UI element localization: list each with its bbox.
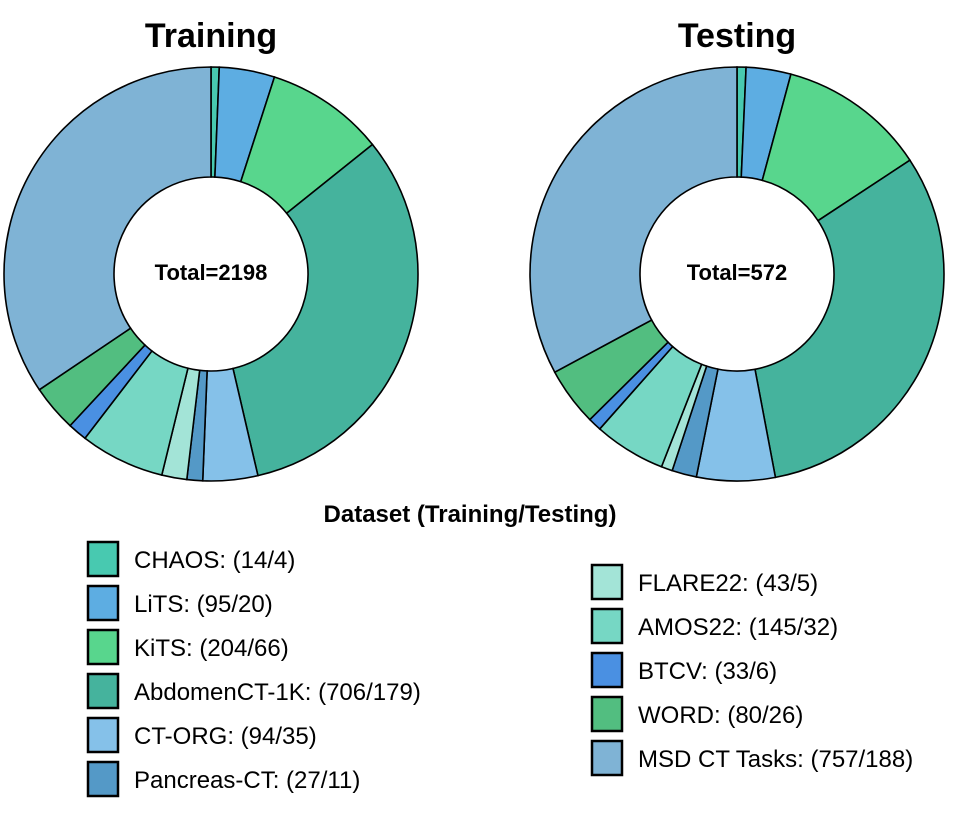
legend-label-ct-org: CT-ORG: (94/35) xyxy=(134,723,317,750)
legend-label-flare22: FLARE22: (43/5) xyxy=(638,570,818,597)
legend-label-lits: LiTS: (95/20) xyxy=(134,591,273,618)
legend-label-kits: KiTS: (204/66) xyxy=(134,635,289,662)
legend-label-msd-ct-tasks: MSD CT Tasks: (757/188) xyxy=(638,746,913,773)
legend-label-abdomenct-1k: AbdomenCT-1K: (706/179) xyxy=(134,679,421,706)
training-chart-title: Training xyxy=(145,17,277,55)
legend-swatch-msd-ct-tasks xyxy=(590,739,624,777)
testing-total-label: Total=572 xyxy=(687,260,787,285)
legend-swatch-kits xyxy=(86,628,120,666)
legend-label-chaos: CHAOS: (14/4) xyxy=(134,547,295,574)
legend-label-pancreas-ct: Pancreas-CT: (27/11) xyxy=(134,767,360,794)
legend-label-btcv: BTCV: (33/6) xyxy=(638,658,777,685)
training-slice-msd-ct-tasks xyxy=(3,66,212,391)
legend-swatch-flare22 xyxy=(590,563,624,601)
legend-swatch-lits xyxy=(86,584,120,622)
legend-swatch-ct-org xyxy=(86,716,120,754)
legend-swatch-word xyxy=(590,695,624,733)
legend-title: Dataset (Training/Testing) xyxy=(324,501,617,528)
legend-swatch-chaos xyxy=(86,540,120,578)
testing-donut xyxy=(529,66,945,482)
training-slice-abdomenct-1k xyxy=(232,143,419,477)
legend-swatch-abdomenct-1k xyxy=(86,672,120,710)
legend-label-word: WORD: (80/26) xyxy=(638,702,803,729)
testing-slice-msd-ct-tasks xyxy=(529,66,738,374)
legend-swatch-pancreas-ct xyxy=(86,760,120,798)
legend-swatch-amos22 xyxy=(590,607,624,645)
legend-label-amos22: AMOS22: (145/32) xyxy=(638,614,838,641)
training-total-label: Total=2198 xyxy=(155,260,268,285)
testing-slice-abdomenct-1k xyxy=(754,159,945,479)
training-donut xyxy=(3,66,419,482)
legend-swatch-btcv xyxy=(590,651,624,689)
testing-chart-title: Testing xyxy=(678,17,796,55)
legend: CHAOS: (14/4) LiTS: (95/20) KiTS: (204/66)… xyxy=(86,540,913,798)
